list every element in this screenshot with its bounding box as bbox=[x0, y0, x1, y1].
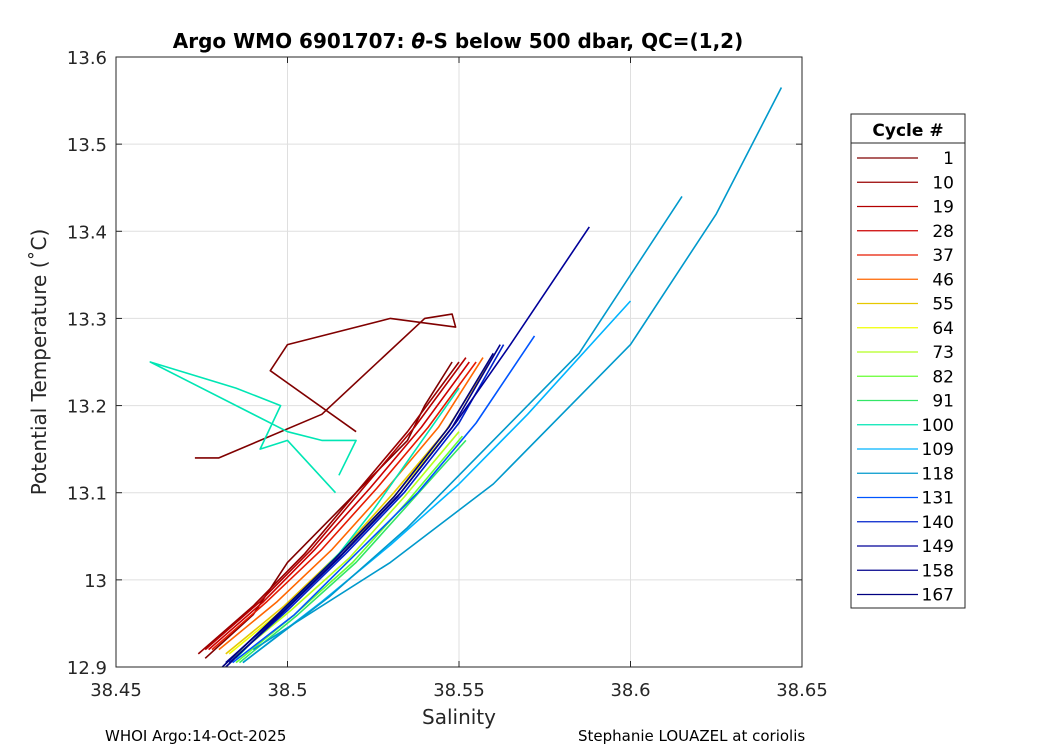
legend-label-82: 82 bbox=[932, 367, 954, 387]
series-line-cycle-37 bbox=[211, 361, 477, 651]
series-line-cycle-131 bbox=[232, 335, 536, 664]
series-line-cycle-1-loop bbox=[194, 313, 457, 459]
legend-label-158: 158 bbox=[922, 561, 954, 581]
y-tick-label: 13.6 bbox=[67, 48, 107, 69]
series-line-cycle-46 bbox=[218, 357, 484, 651]
x-tick-label: 38.55 bbox=[433, 680, 485, 701]
legend-label-64: 64 bbox=[932, 319, 954, 339]
legend-label-55: 55 bbox=[932, 295, 954, 315]
series-line-cycle-91 bbox=[238, 439, 467, 664]
legend-label-37: 37 bbox=[932, 246, 954, 266]
legend-box bbox=[850, 113, 966, 609]
y-axis-label: Potential Temperature (˚C) bbox=[27, 229, 51, 496]
series-line-cycle-19 bbox=[204, 357, 467, 651]
legend-label-1: 1 bbox=[943, 149, 954, 169]
legend-label-19: 19 bbox=[932, 198, 954, 218]
legend-label-91: 91 bbox=[932, 392, 954, 412]
legend-label-118: 118 bbox=[922, 464, 954, 484]
series-line-cycle-28 bbox=[208, 361, 470, 651]
footer-author: Stephanie LOUAZEL at coriolis bbox=[578, 727, 805, 745]
y-tick-label: 13.2 bbox=[67, 397, 107, 418]
legend-label-10: 10 bbox=[932, 173, 954, 193]
y-tick-label: 13 bbox=[84, 571, 107, 592]
series-line-cycle-10 bbox=[197, 361, 460, 655]
series-line-cycle-167 bbox=[221, 352, 494, 668]
legend-label-131: 131 bbox=[922, 489, 954, 509]
legend-label-28: 28 bbox=[932, 222, 954, 242]
x-tick-label: 38.65 bbox=[776, 680, 828, 701]
x-tick-label: 38.5 bbox=[267, 680, 307, 701]
series-line-cycle-118 bbox=[242, 195, 683, 664]
y-tick-label: 13.4 bbox=[67, 222, 107, 243]
series-line-cycle-100-loop bbox=[149, 361, 357, 494]
series-line-cycle-140 bbox=[228, 344, 505, 664]
legend-label-100: 100 bbox=[922, 416, 954, 436]
legend-label-46: 46 bbox=[932, 270, 954, 290]
legend-title: Cycle # bbox=[872, 121, 943, 141]
footer-source: WHOI Argo:14-Oct-2025 bbox=[105, 727, 286, 745]
legend: Cycle # 1 10 19 28 37 46 55 64 73 82 91 100 109 118 13… bbox=[850, 113, 966, 609]
chart-title: Argo WMO 6901707: θ-S below 500 dbar, QC… bbox=[173, 29, 743, 53]
y-tick-label: 13.5 bbox=[67, 135, 107, 156]
series-line-cycle-73 bbox=[232, 431, 460, 659]
legend-label-167: 167 bbox=[922, 586, 954, 606]
series-line-cycle-118b bbox=[252, 87, 783, 651]
legend-label-149: 149 bbox=[922, 537, 954, 557]
series-line-cycle-158 bbox=[225, 344, 501, 668]
x-axis-label: Salinity bbox=[422, 705, 496, 729]
axis-ticks: 38.45 38.5 38.55 38.6 38.65 12.9 13 13.1 13.2 13.… bbox=[67, 48, 828, 701]
y-tick-label: 12.9 bbox=[67, 658, 107, 679]
y-tick-label: 13.3 bbox=[67, 309, 107, 330]
legend-label-109: 109 bbox=[922, 440, 954, 460]
x-tick-label: 38.6 bbox=[610, 680, 650, 701]
legend-label-140: 140 bbox=[922, 513, 954, 533]
series-lines bbox=[149, 87, 783, 668]
legend-label-73: 73 bbox=[932, 343, 954, 363]
y-tick-label: 13.1 bbox=[67, 484, 107, 505]
x-tick-label: 38.45 bbox=[90, 680, 142, 701]
